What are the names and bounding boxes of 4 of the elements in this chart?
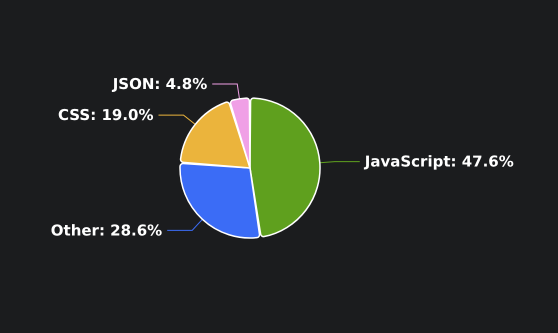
slice-label: JavaScript: 47.6% bbox=[364, 152, 514, 171]
slice-label: CSS: 19.0% bbox=[58, 106, 154, 124]
slice-label: Other: 28.6% bbox=[50, 221, 162, 240]
slice-label: JSON: 4.8% bbox=[112, 74, 208, 93]
